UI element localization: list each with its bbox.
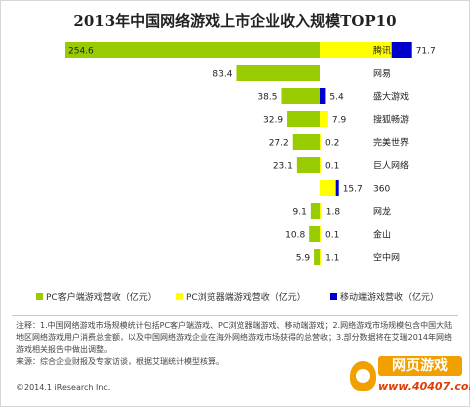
divider bbox=[12, 315, 458, 316]
legend-item-pc-client: PC客户端游戏营收（亿元） bbox=[36, 290, 157, 303]
bar-mobile bbox=[320, 88, 326, 104]
left-value-label: 9.1 bbox=[293, 208, 307, 218]
right-value-label: 5.4 bbox=[329, 93, 344, 103]
category-label: 金山 bbox=[373, 229, 391, 241]
left-value-label: 27.2 bbox=[269, 139, 289, 149]
legend-item-mobile: 移动端游戏营收（亿元） bbox=[330, 290, 439, 303]
legend-item-pc-browser: PC浏览器端游戏营收（亿元） bbox=[176, 290, 306, 303]
watermark-logo: 网页游戏 www.40407.com bbox=[348, 355, 470, 403]
legend-swatch-pc-browser bbox=[176, 293, 183, 300]
right-value-label: 71.7 bbox=[416, 47, 436, 57]
chart-note: 注释：1.中国网络游戏市场规模统计包括PC客户端游戏、PC浏览器端游戏、移动端游… bbox=[16, 321, 453, 354]
right-value-label: 15.7 bbox=[343, 185, 363, 195]
category-label: 空中网 bbox=[373, 252, 400, 264]
left-value-label: 38.5 bbox=[257, 93, 277, 103]
bar-mobile bbox=[335, 180, 339, 196]
left-value-label: 32.9 bbox=[263, 116, 283, 126]
category-label: 360 bbox=[373, 185, 390, 195]
bar-pc-client bbox=[310, 203, 320, 219]
category-label: 盛大游戏 bbox=[373, 91, 409, 103]
bar-pc-client bbox=[296, 157, 320, 173]
right-value-label: 0.1 bbox=[325, 162, 339, 172]
left-value-label: 83.4 bbox=[212, 70, 232, 80]
bar-pc-client bbox=[281, 88, 320, 104]
bar-pc-client bbox=[287, 111, 320, 127]
bar-pc-browser bbox=[320, 203, 322, 219]
bar-mobile bbox=[391, 42, 412, 58]
category-label: 腾讯 bbox=[373, 45, 391, 57]
bar-pc-browser bbox=[320, 180, 336, 196]
watermark-emblem-icon bbox=[350, 361, 376, 391]
bar-pc-client bbox=[292, 134, 320, 150]
legend-label-pc-browser: PC浏览器端游戏营收（亿元） bbox=[186, 293, 306, 303]
bar-pc-client bbox=[236, 65, 320, 81]
watermark-title: 网页游戏 bbox=[378, 356, 462, 376]
bar-pc-browser bbox=[320, 134, 321, 150]
right-value-label: 1.8 bbox=[326, 208, 341, 218]
chart-title: 2013年中国网络游戏上市企业收入规模TOP10 bbox=[73, 12, 397, 30]
category-label: 搜狐畅游 bbox=[373, 114, 409, 126]
bar-pc-client bbox=[314, 249, 320, 265]
category-label: 完美世界 bbox=[373, 137, 409, 149]
left-value-label: 5.9 bbox=[296, 254, 311, 264]
watermark-url: www.40407.com bbox=[378, 380, 470, 393]
legend-swatch-mobile bbox=[330, 293, 337, 300]
legend-label-mobile: 移动端游戏营收（亿元） bbox=[340, 293, 440, 303]
bar-pc-client bbox=[309, 226, 320, 242]
category-label: 网易 bbox=[373, 69, 391, 80]
bar-pc-browser bbox=[320, 111, 328, 127]
right-value-label: 0.1 bbox=[325, 231, 339, 241]
bar-pc-client bbox=[65, 42, 320, 58]
bar-pc-browser bbox=[320, 226, 321, 242]
copyright: ©2014.1 iResearch Inc. bbox=[16, 383, 111, 392]
bar-pc-browser bbox=[320, 157, 321, 173]
category-label: 巨人网络 bbox=[373, 160, 409, 172]
right-value-label: 0.2 bbox=[325, 139, 339, 149]
bar-pc-browser bbox=[320, 42, 392, 58]
legend-swatch-pc-client bbox=[36, 293, 43, 300]
right-value-label: 7.9 bbox=[332, 116, 347, 126]
left-value-label: 23.1 bbox=[273, 162, 293, 172]
legend-label-pc-client: PC客户端游戏营收（亿元） bbox=[46, 293, 157, 303]
category-label: 网龙 bbox=[373, 206, 391, 218]
bar-pc-browser bbox=[320, 249, 322, 265]
left-value-label: 254.6 bbox=[68, 47, 94, 57]
right-value-label: 1.1 bbox=[325, 254, 339, 264]
left-value-label: 10.8 bbox=[285, 231, 305, 241]
bar-chart: 254.6 71.7 腾讯 83.4 网易 38.5 5.4 盛大游戏 32.9 7.9 搜狐畅游 2… bbox=[65, 42, 436, 265]
chart-source: 来源：综合企业财报及专家访谈，根据艾瑞统计模型核算。 bbox=[16, 357, 224, 366]
legend: PC客户端游戏营收（亿元） PC浏览器端游戏营收（亿元） 移动端游戏营收（亿元） bbox=[36, 290, 456, 304]
